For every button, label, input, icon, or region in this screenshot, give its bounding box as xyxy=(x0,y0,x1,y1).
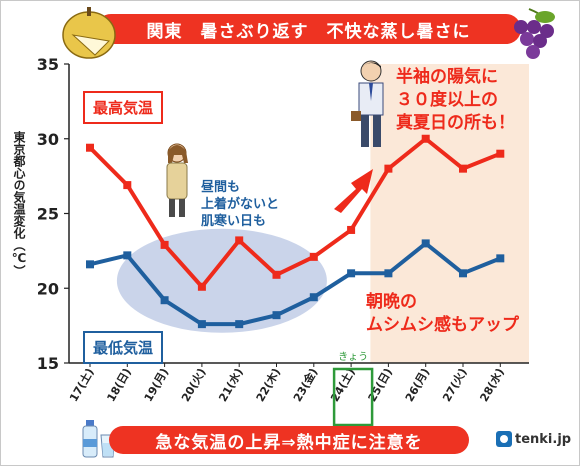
today-label: きょう xyxy=(338,351,368,363)
y-tick-label: 35 xyxy=(37,55,59,74)
rising-trend-arrow-icon xyxy=(334,169,373,213)
max-temp-point xyxy=(347,225,356,234)
min-temp-point xyxy=(421,239,430,248)
max-temp-point xyxy=(86,143,94,152)
hot-days-note: 半袖の陽気に ３０度以上の 真夏日の所も！ xyxy=(396,67,515,133)
min-temp-point xyxy=(384,269,393,278)
max-temp-point xyxy=(123,181,132,190)
max-temp-point xyxy=(496,149,505,158)
series-layer xyxy=(86,134,505,329)
max-temp-line xyxy=(88,136,502,289)
y-tick-label: 20 xyxy=(37,279,59,298)
humid-note: 朝晩の ムシムシ感もアップ xyxy=(366,292,519,335)
max-temp-point xyxy=(272,270,281,279)
min-temp-point xyxy=(197,320,206,329)
grapes-icon xyxy=(514,8,555,59)
max-series-label: 最高気温 xyxy=(83,91,164,124)
businessman-icon xyxy=(351,60,384,147)
max-temp-point xyxy=(421,134,430,143)
x-tick-label: 17(土) xyxy=(66,366,96,405)
footer-message: 急な気温の上昇⇒熱中症に注意を xyxy=(155,432,423,453)
y-axis-label: 東京都心の気温変化（℃） xyxy=(12,131,26,277)
woman-in-jacket-icon xyxy=(166,143,188,217)
x-tick-label: 25(日) xyxy=(366,366,395,404)
axis-layer: 15 20 25 30 35 17(土) 18(日) 19(月) 20(火) 21(水) 22(木)… xyxy=(37,55,529,404)
min-temp-point xyxy=(347,269,356,278)
x-tick-label: 19(月) xyxy=(142,366,171,404)
min-temp-line xyxy=(89,241,502,327)
brand-name: tenki.jp xyxy=(515,431,572,447)
min-temp-point xyxy=(160,296,169,305)
min-series-label: 最低気温 xyxy=(83,331,164,364)
pear-icon xyxy=(62,7,116,59)
min-temp-point xyxy=(309,293,318,302)
x-tick-label: 22(木) xyxy=(253,366,283,405)
max-temp-point xyxy=(309,252,318,261)
y-tick-label: 15 xyxy=(37,354,59,373)
min-temp-point xyxy=(235,320,244,329)
footer-banner: 急な気温の上昇⇒熱中症に注意を xyxy=(109,426,469,454)
max-temp-point xyxy=(384,164,393,173)
min-temp-point xyxy=(272,311,281,320)
max-temp-point xyxy=(235,236,244,245)
chart-title: 関東 暑さぶり返す 不快な蒸し暑さに xyxy=(146,21,471,42)
min-temp-point xyxy=(459,269,467,278)
min-temp-point xyxy=(86,260,94,269)
water-bottle-icon xyxy=(82,420,98,458)
y-tick-label: 30 xyxy=(37,130,59,149)
x-tick-label: 27(火) xyxy=(440,366,469,404)
x-tick-label: 28(水) xyxy=(477,366,507,405)
today-box xyxy=(332,367,374,427)
title-banner: 関東 暑さぶり返す 不快な蒸し暑さに xyxy=(96,14,521,44)
tenki-logo-icon xyxy=(496,431,512,447)
max-temp-point xyxy=(197,282,206,291)
x-tick-label: 20(火) xyxy=(179,366,208,404)
brand-logo: tenki.jp xyxy=(496,431,571,447)
y-tick-label: 25 xyxy=(37,205,59,224)
cool-period-ellipse xyxy=(116,228,327,333)
x-tick-label: 23(金) xyxy=(290,366,320,405)
x-tick-label: 21(水) xyxy=(215,366,245,405)
max-temp-point xyxy=(160,240,169,249)
min-temp-point xyxy=(496,254,505,263)
max-temp-point xyxy=(459,164,467,173)
warm-period-shade xyxy=(370,64,529,363)
x-tick-label: 26(月) xyxy=(403,366,432,404)
x-tick-label: 18(日) xyxy=(104,366,133,404)
x-tick-label: 24(土) xyxy=(327,366,357,405)
cool-days-note: 昼間も 上着がないと 肌寒い日も xyxy=(201,180,280,229)
min-temp-point xyxy=(123,251,132,260)
